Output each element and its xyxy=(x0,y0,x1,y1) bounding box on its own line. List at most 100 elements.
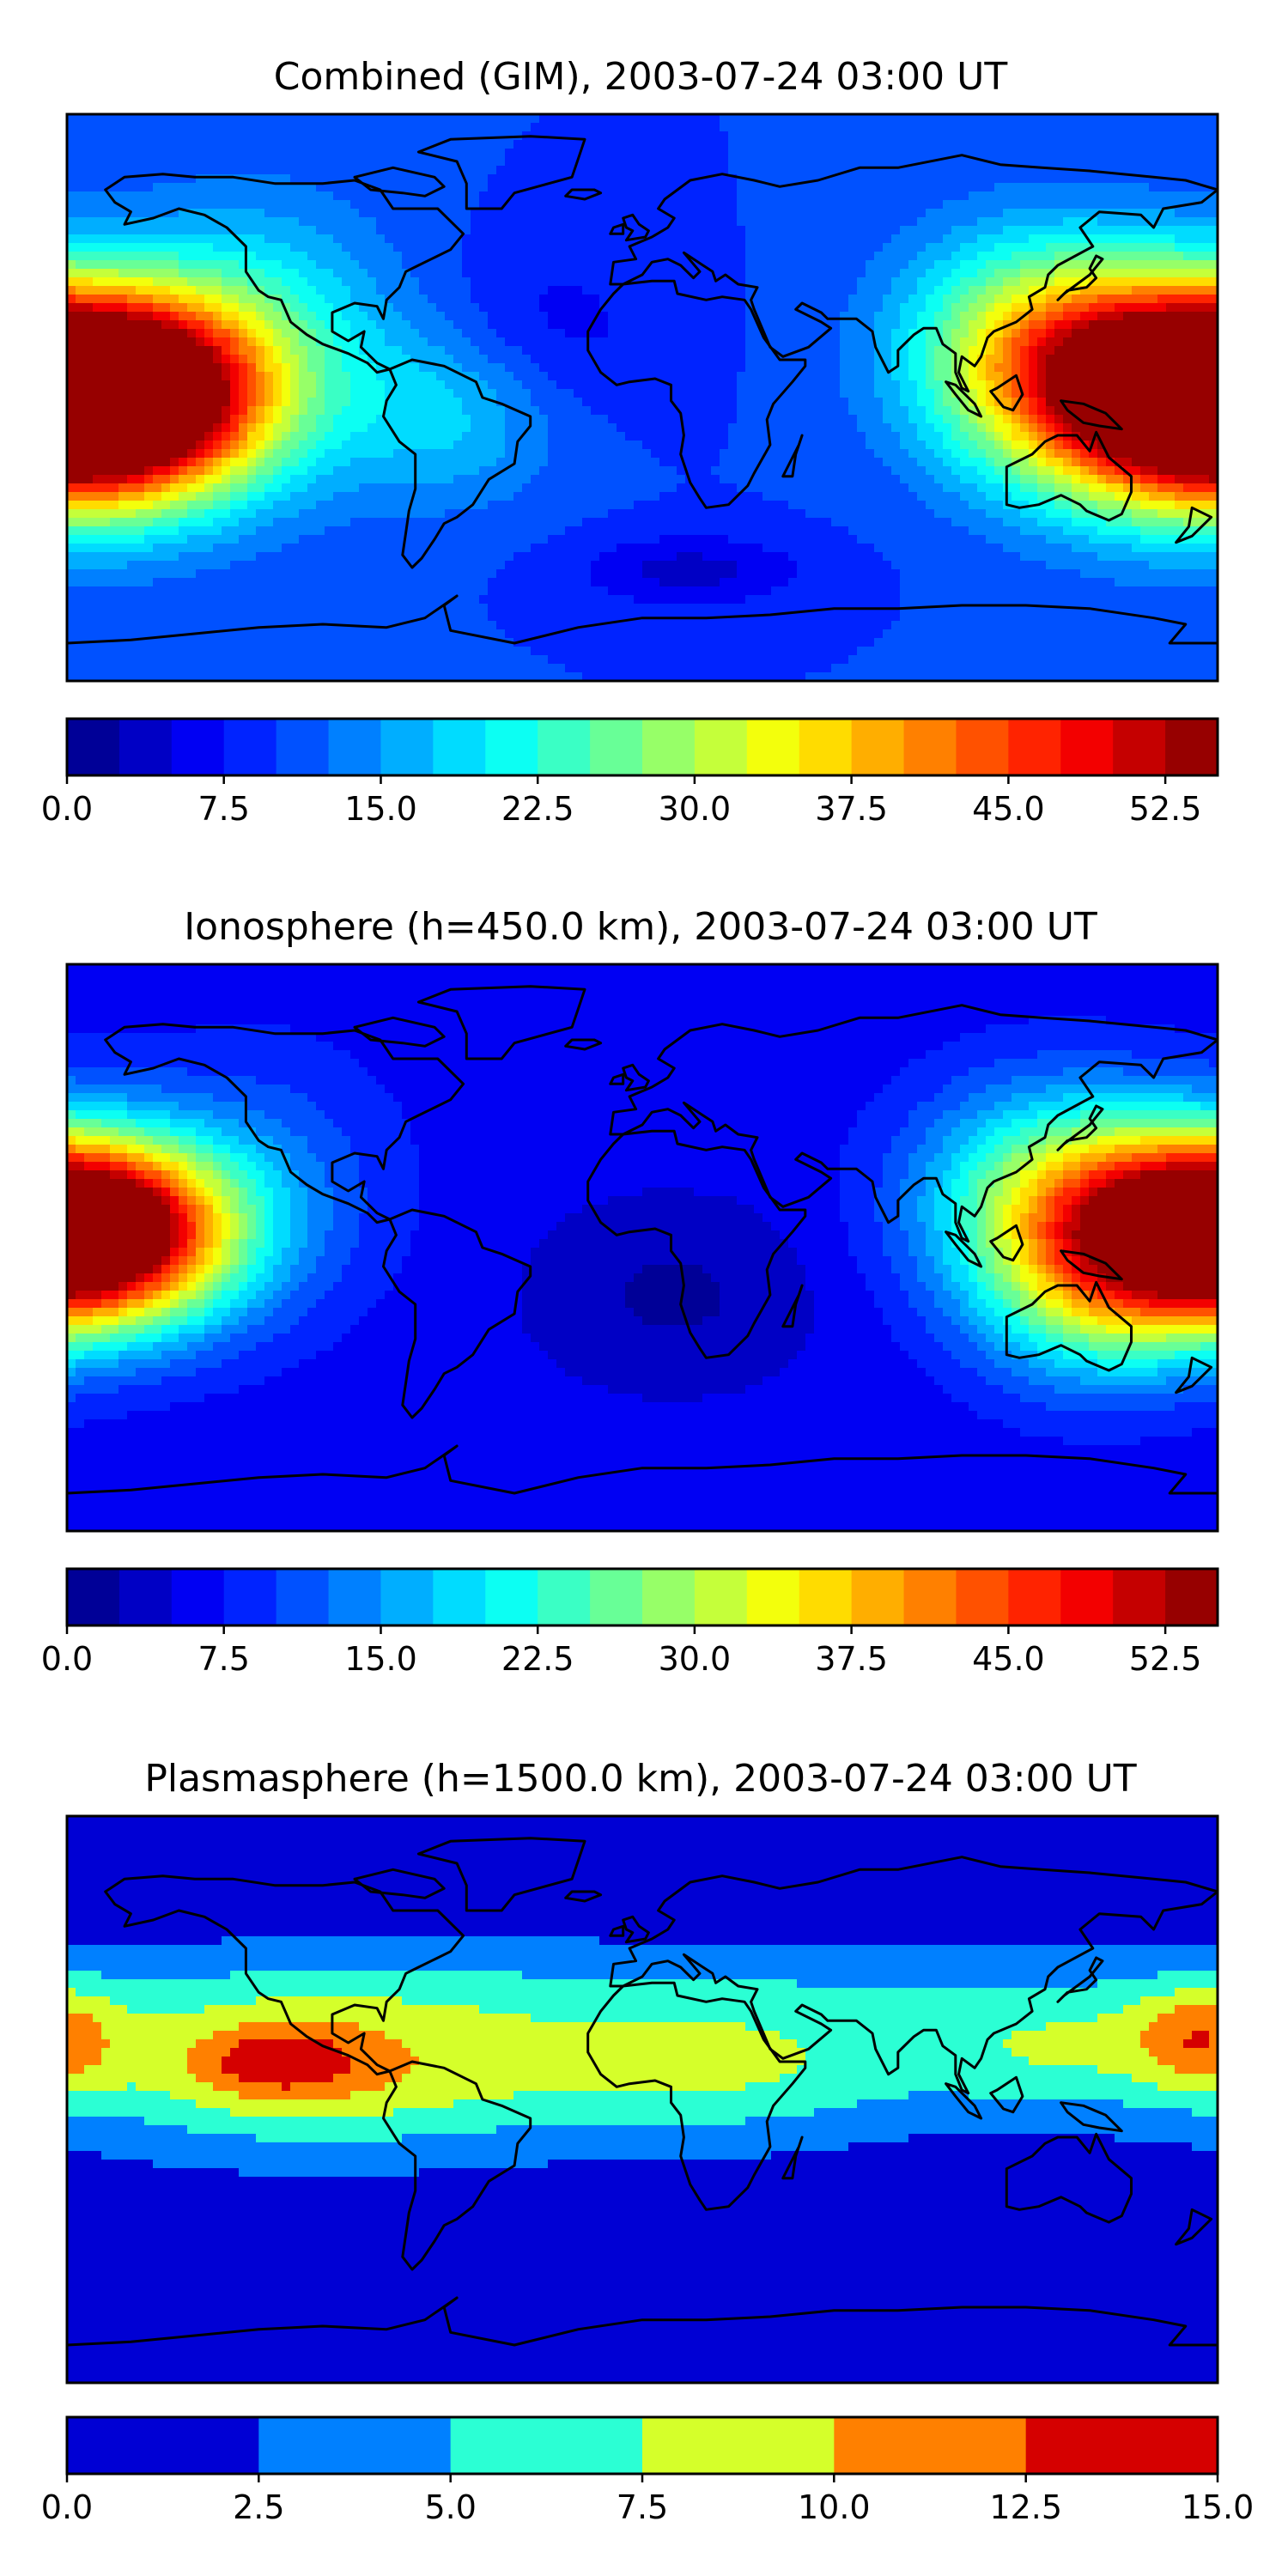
field-cell xyxy=(505,380,514,390)
field-cell xyxy=(453,277,463,287)
field-cell xyxy=(814,372,823,381)
field-cell xyxy=(908,252,918,261)
field-cell xyxy=(539,157,549,167)
field-cell xyxy=(900,355,909,364)
field-cell xyxy=(539,200,549,210)
field-cell xyxy=(986,355,995,364)
field-cell xyxy=(625,174,635,184)
field-cell xyxy=(342,157,351,167)
field-cell xyxy=(385,234,394,244)
field-cell xyxy=(900,140,909,149)
field-cell xyxy=(625,217,635,227)
field-cell xyxy=(565,226,574,235)
field-cell xyxy=(1020,415,1030,424)
field-cell xyxy=(900,234,909,244)
field-cell xyxy=(153,286,162,295)
field-cell xyxy=(325,363,334,373)
field-cell xyxy=(67,140,76,149)
field-cell xyxy=(385,312,394,321)
field-cell xyxy=(960,157,969,167)
field-cell xyxy=(1175,406,1184,416)
field-cell xyxy=(170,337,179,347)
field-cell xyxy=(1157,200,1167,210)
field-cell xyxy=(333,217,343,227)
field-cell xyxy=(290,260,300,270)
field-cell xyxy=(960,149,969,158)
field-cell xyxy=(170,123,179,132)
field-cell xyxy=(788,200,798,210)
field-cell xyxy=(1192,346,1201,355)
field-cell xyxy=(84,226,94,235)
field-cell xyxy=(1175,114,1184,124)
field-cell xyxy=(136,346,145,355)
field-cell xyxy=(299,234,308,244)
field-cell xyxy=(428,191,437,201)
field-cell xyxy=(359,131,368,141)
field-cell xyxy=(342,363,351,373)
field-cell xyxy=(488,157,497,167)
field-cell xyxy=(866,226,875,235)
field-cell xyxy=(780,200,789,210)
field-cell xyxy=(599,398,609,407)
field-cell xyxy=(84,166,94,175)
field-cell xyxy=(376,269,386,278)
field-cell xyxy=(960,123,969,132)
field-cell xyxy=(737,252,746,261)
field-cell xyxy=(797,226,806,235)
field-cell xyxy=(625,398,635,407)
field-cell xyxy=(513,269,523,278)
field-cell xyxy=(239,157,248,167)
field-cell xyxy=(410,329,420,338)
field-cell xyxy=(144,363,154,373)
field-cell xyxy=(1132,269,1141,278)
field-cell xyxy=(230,398,240,407)
field-cell xyxy=(659,123,669,132)
field-cell xyxy=(1149,415,1158,424)
field-cell xyxy=(556,312,566,321)
field-cell xyxy=(917,423,927,433)
field-cell xyxy=(471,217,480,227)
field-cell xyxy=(831,183,841,192)
field-cell xyxy=(1149,114,1158,124)
field-cell xyxy=(1046,183,1055,192)
field-cell xyxy=(1192,355,1201,364)
field-cell xyxy=(350,243,360,252)
field-cell xyxy=(359,234,368,244)
field-cell xyxy=(1157,372,1167,381)
field-cell xyxy=(325,166,334,175)
field-cell xyxy=(299,295,308,304)
field-cell xyxy=(368,415,377,424)
field-cell xyxy=(1200,277,1210,287)
field-cell xyxy=(1072,277,1081,287)
field-cell xyxy=(273,149,283,158)
field-cell xyxy=(986,226,995,235)
field-cell xyxy=(548,149,557,158)
field-cell xyxy=(393,329,403,338)
field-cell xyxy=(471,260,480,270)
field-cell xyxy=(960,329,969,338)
field-cell xyxy=(1029,234,1038,244)
field-cell xyxy=(1063,389,1072,398)
field-cell xyxy=(204,226,214,235)
field-cell xyxy=(1054,406,1064,416)
field-cell xyxy=(908,234,918,244)
field-cell xyxy=(625,346,635,355)
field-cell xyxy=(728,191,738,201)
field-cell xyxy=(84,260,94,270)
field-cell xyxy=(1054,166,1064,175)
field-cell xyxy=(410,157,420,167)
field-cell xyxy=(350,363,360,373)
field-cell xyxy=(161,260,171,270)
field-cell xyxy=(1192,114,1201,124)
field-cell xyxy=(196,380,205,390)
field-cell xyxy=(376,423,386,433)
field-cell xyxy=(350,312,360,321)
field-cell xyxy=(548,312,557,321)
field-cell xyxy=(273,140,283,149)
field-cell xyxy=(76,252,85,261)
field-cell xyxy=(1209,149,1218,158)
field-cell xyxy=(144,337,154,347)
field-cell xyxy=(857,312,866,321)
field-cell xyxy=(891,183,901,192)
field-cell xyxy=(668,260,677,270)
